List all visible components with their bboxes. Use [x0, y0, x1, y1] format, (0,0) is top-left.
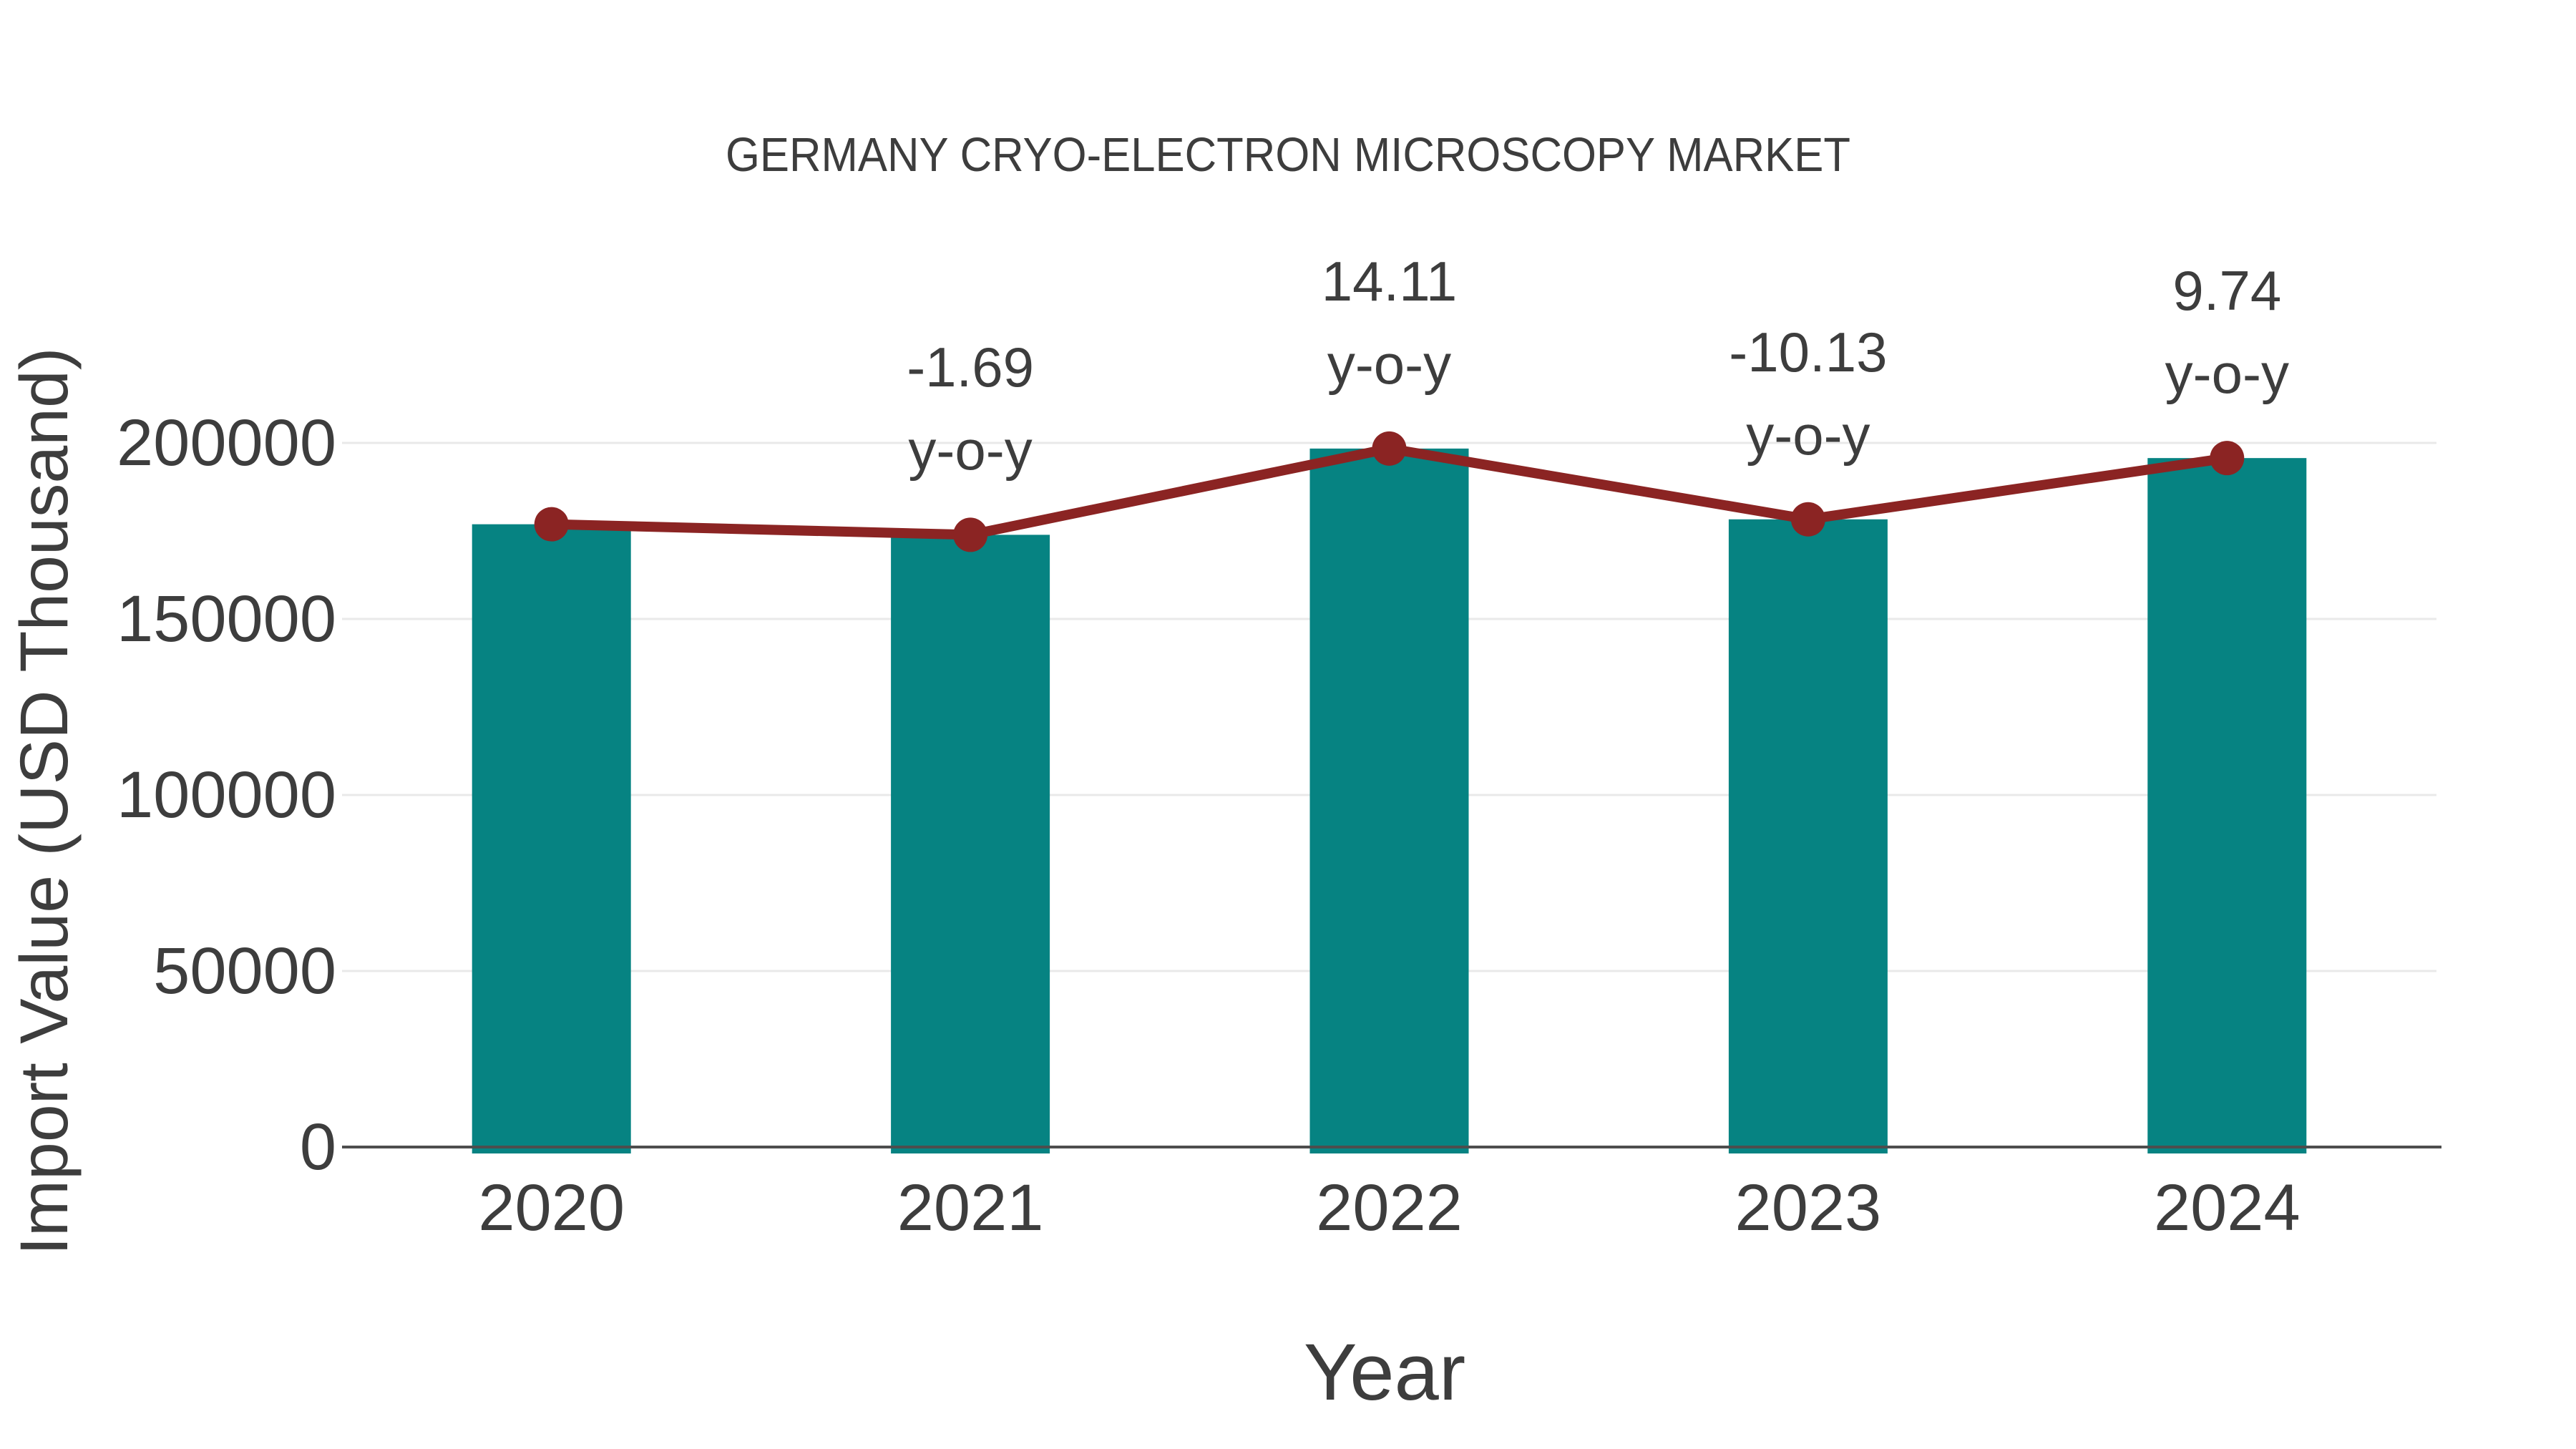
- bar-2024: [2147, 458, 2307, 1153]
- bar-2021: [891, 535, 1050, 1153]
- yoy-value: -1.69: [907, 336, 1034, 399]
- bar-2022: [1309, 448, 1469, 1153]
- bar-2020: [472, 524, 631, 1153]
- yoy-label-2022: 14.11 y-o-y: [1175, 240, 1604, 406]
- bar-2023: [1728, 519, 1888, 1153]
- yoy-label-2024: 9.74 y-o-y: [2012, 249, 2441, 415]
- y-tick-label-0: 0: [299, 1111, 336, 1184]
- yoy-marker-2023: [1790, 502, 1825, 537]
- y-tick-label-200000: 200000: [117, 406, 336, 479]
- yoy-marker-2022: [1372, 431, 1407, 466]
- yoy-value: 14.11: [1321, 249, 1458, 313]
- yoy-suffix: y-o-y: [1327, 332, 1452, 396]
- y-tick-label-50000: 50000: [153, 935, 336, 1008]
- x-axis-title: Year: [1303, 1327, 1466, 1417]
- chart-title: GERMANY CRYO-ELECTRON MICROSCOPY MARKET: [725, 128, 1851, 182]
- x-tick-label-2020: 2020: [478, 1171, 625, 1244]
- yoy-marker-2020: [534, 507, 569, 542]
- yoy-value: 9.74: [2172, 259, 2282, 323]
- y-tick-label-100000: 100000: [117, 758, 336, 831]
- yoy-suffix: y-o-y: [908, 419, 1033, 482]
- yoy-value: -10.13: [1729, 320, 1888, 384]
- yoy-suffix: y-o-y: [2165, 342, 2289, 406]
- x-tick-label-2022: 2022: [1316, 1171, 1463, 1244]
- y-tick-label-150000: 150000: [117, 582, 336, 655]
- yoy-marker-2024: [2210, 441, 2245, 476]
- x-tick-label-2024: 2024: [2153, 1171, 2301, 1244]
- x-tick-label-2021: 2021: [897, 1171, 1044, 1244]
- yoy-marker-2021: [953, 517, 988, 552]
- yoy-label-2021: -1.69 y-o-y: [756, 326, 1185, 492]
- yoy-label-2023: -10.13 y-o-y: [1594, 311, 2023, 477]
- x-tick-label-2023: 2023: [1735, 1171, 1882, 1244]
- yoy-suffix: y-o-y: [1746, 403, 1870, 467]
